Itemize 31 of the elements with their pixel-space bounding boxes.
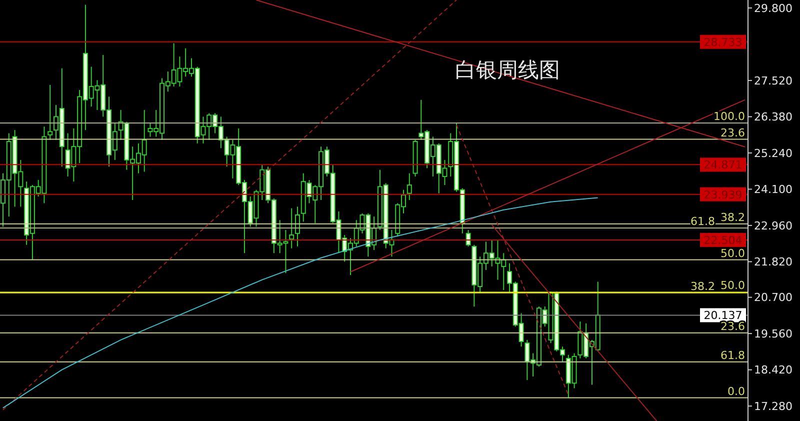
ref-line-label: 22.504	[704, 234, 742, 247]
annotation: 0.0	[728, 384, 745, 398]
candlestick	[289, 208, 294, 249]
candlestick	[406, 172, 412, 201]
y-tick-label: 29.800	[754, 2, 792, 15]
annotation: 61.8	[720, 348, 745, 362]
ref-line-label: 28.733	[704, 36, 742, 49]
ref-line-label: 20.137	[704, 309, 742, 322]
ref-line-label: 24.871	[704, 158, 742, 172]
y-tick-label: 24.100	[754, 183, 792, 196]
annotation: 38.2	[690, 280, 715, 293]
y-tick-label: 18.420	[754, 364, 792, 377]
y-tick-label: 19.560	[754, 327, 792, 340]
y-tick-label: 27.520	[754, 74, 792, 88]
y-tick-label: 20.700	[754, 291, 792, 304]
annotation: 23.6	[720, 320, 745, 333]
y-tick-label: 22.960	[754, 219, 792, 232]
annotation: 38.2	[720, 210, 745, 224]
annotation: 100.0	[714, 110, 745, 124]
candlestick	[48, 84, 53, 140]
ref-line-label: 23.939	[704, 188, 742, 202]
y-tick-label: 21.820	[754, 256, 792, 269]
line-series	[2, 197, 598, 408]
y-tick-label: 25.240	[754, 146, 792, 160]
y-tick-label: 17.280	[754, 400, 792, 413]
candlestick	[466, 229, 471, 247]
candlestick	[294, 206, 300, 247]
y-tick-label: 26.380	[754, 110, 792, 124]
annotation: 50.0	[720, 279, 745, 292]
annotation: 23.6	[720, 126, 745, 140]
annotation: 50.0	[720, 246, 745, 260]
